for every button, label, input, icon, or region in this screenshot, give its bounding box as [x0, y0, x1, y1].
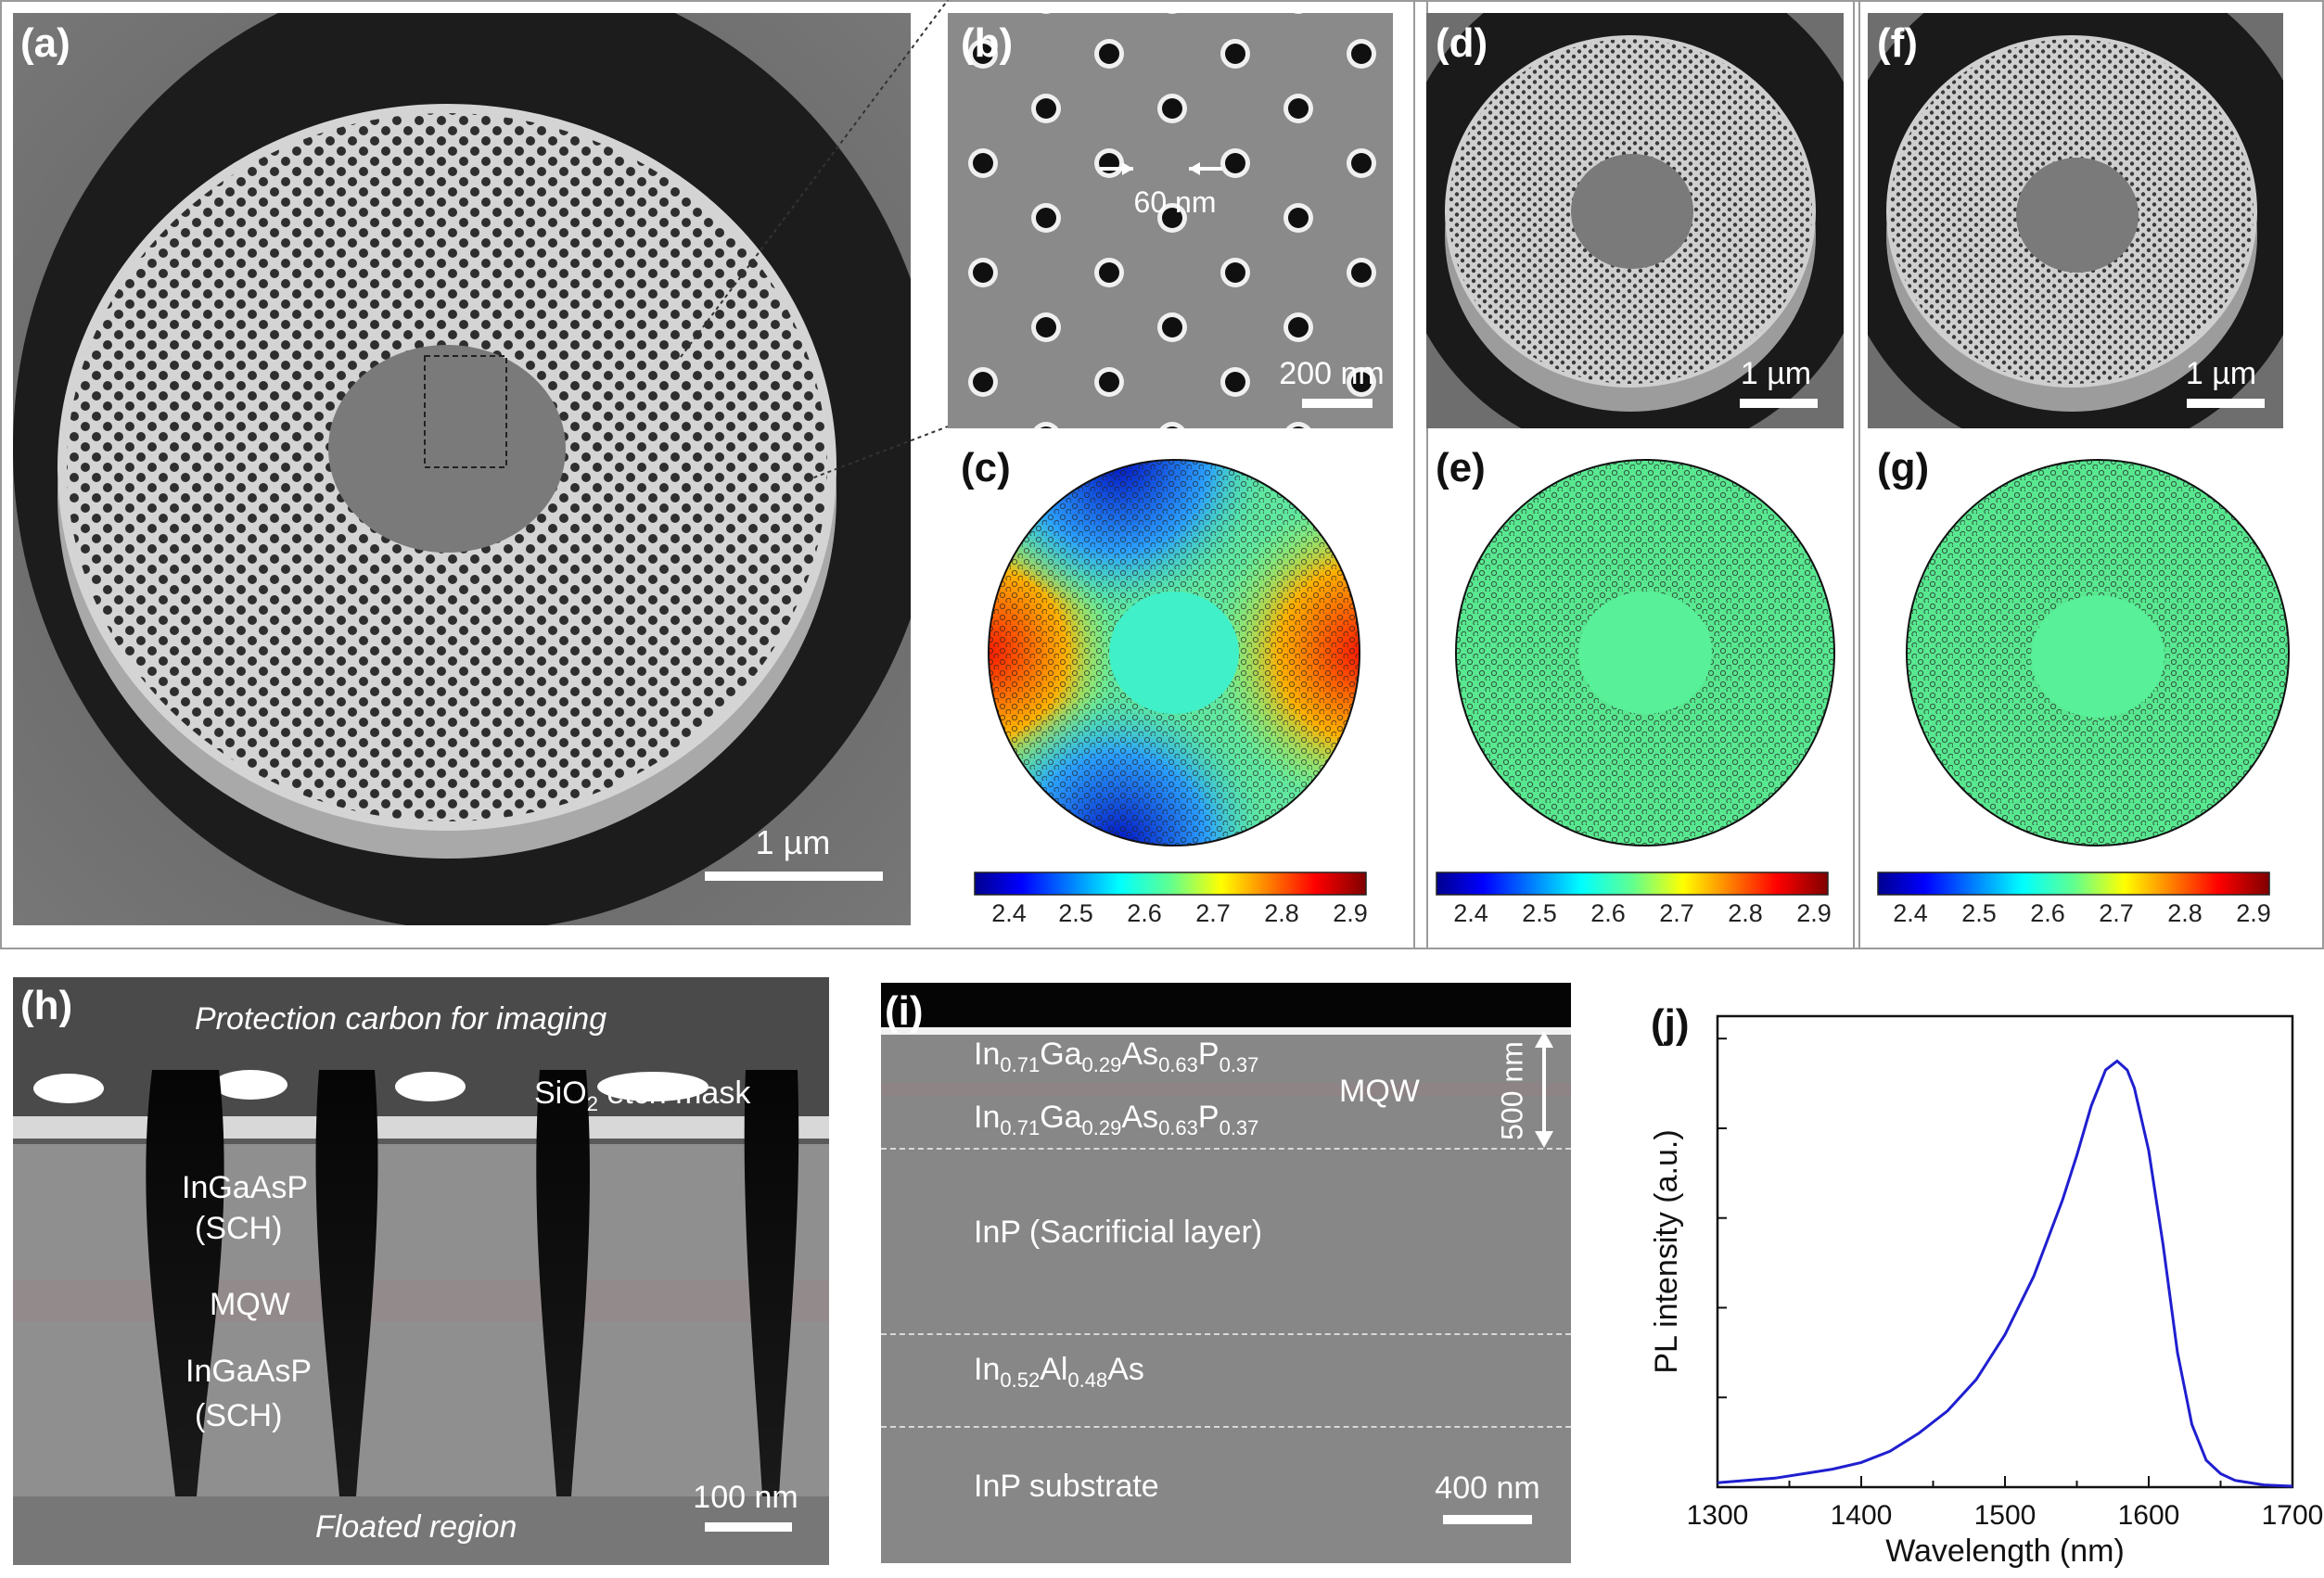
colorbar-e-tick: 2.5: [1522, 899, 1557, 927]
colorbar-g-tick: 2.7: [2099, 899, 2134, 927]
colorbar-c-tick: 2.7: [1195, 899, 1231, 927]
layer-boundary-2: [881, 1333, 1571, 1335]
sem-image-f: [1868, 13, 2283, 428]
sch-top-label-1: InGaAsP: [182, 1170, 309, 1205]
sio2-mask-label: SiO2 etch mask: [534, 1075, 751, 1115]
scale-label-f: 1 µm: [2185, 356, 2257, 391]
mqw-label-i: MQW: [1339, 1074, 1420, 1109]
x-tick-label: 1400: [1831, 1500, 1893, 1531]
scale-bar-i: [1443, 1515, 1532, 1524]
field-map-c: [988, 459, 1360, 846]
panel-label-e: (e): [1436, 445, 1486, 490]
y-axis-label: PL intensity (a.u.): [1649, 1129, 1684, 1373]
panel-label-f: (f): [1877, 20, 1918, 66]
mqw-label-h: MQW: [210, 1287, 290, 1322]
scale-label-i: 400 nm: [1435, 1470, 1540, 1506]
ingaasp-top-label: In0.71Ga0.29As0.63P0.37: [974, 1037, 1259, 1076]
panel-label-d: (d): [1436, 20, 1488, 66]
scale-label-b: 200 nm: [1279, 356, 1385, 391]
scale-label-a: 1 µm: [755, 823, 831, 861]
substrate-label: InP substrate: [974, 1469, 1159, 1504]
panel-label-h: (h): [20, 983, 73, 1028]
field-map-e: [1455, 459, 1835, 846]
colorbar-c-tick: 2.6: [1127, 899, 1162, 927]
colorbar-g-tick: 2.6: [2030, 899, 2065, 927]
scale-bar-b: [1302, 399, 1373, 408]
colorbar-c-tick: 2.9: [1333, 899, 1368, 927]
colorbar-e-tick: 2.6: [1590, 899, 1626, 927]
sacrificial-layer-label: InP (Sacrificial layer): [974, 1215, 1263, 1250]
colorbar-c-tick: 2.8: [1264, 899, 1299, 927]
colorbar-e-tick: 2.8: [1728, 899, 1763, 927]
scale-bar-d: [1740, 399, 1818, 408]
sem-image-h: [13, 977, 829, 1565]
ingaasp-bot-label: In0.71Ga0.29As0.63P0.37: [974, 1100, 1259, 1139]
frame-abc: [0, 0, 1428, 949]
sch-bot-label-2: (SCH): [195, 1398, 283, 1433]
pl-spectrum-chart: 1300 1400 1500 1600 1700 Wavelength (nm) PL …: [1649, 1014, 2324, 1569]
sem-image-i: [881, 983, 1571, 1563]
colorbar-e-tick: 2.9: [1796, 899, 1832, 927]
colorbar-g: [1877, 872, 2270, 896]
scale-bar-h: [705, 1522, 792, 1532]
panel-label-c: (c): [961, 445, 1011, 490]
scale-bar-a: [705, 872, 883, 881]
panel-label-b: (b): [961, 20, 1014, 66]
scale-bar-f: [2187, 399, 2265, 408]
field-map-g: [1906, 459, 2290, 846]
sch-bot-label-1: InGaAsP: [185, 1354, 313, 1389]
inalas-label: In0.52Al0.48As: [974, 1352, 1144, 1392]
panel-label-a: (a): [20, 20, 70, 66]
colorbar-g-tick: 2.4: [1893, 899, 1928, 927]
colorbar-g-tick: 2.5: [1961, 899, 1997, 927]
colorbar-e: [1436, 872, 1829, 896]
layer-boundary-1: [881, 1148, 1571, 1150]
panel-label-j: (j): [1651, 1001, 1690, 1047]
colorbar-c-tick: 2.4: [991, 899, 1027, 927]
plot-frame: [1716, 1014, 2294, 1489]
panel-label-g: (g): [1877, 445, 1930, 490]
x-tick-label: 1600: [2118, 1500, 2180, 1531]
layer-boundary-3: [881, 1426, 1571, 1428]
colorbar-c-tick: 2.5: [1058, 899, 1093, 927]
protection-carbon-label: Protection carbon for imaging: [195, 1001, 607, 1037]
sem-image-b: [948, 13, 1393, 428]
frame-fg: [1853, 0, 2324, 949]
sem-image-d: [1426, 13, 1844, 428]
colorbar-c: [974, 872, 1367, 896]
thickness-arrow: [1535, 1031, 1553, 1148]
x-axis-label: Wavelength (nm): [1885, 1533, 2125, 1569]
thickness-label: 500 nm: [1495, 1041, 1529, 1140]
hole-size-label: 60 nm: [1133, 185, 1217, 219]
x-tick-label: 1500: [1974, 1500, 2037, 1531]
x-tick-label: 1300: [1687, 1500, 1749, 1531]
scale-label-d: 1 µm: [1740, 356, 1812, 391]
scale-label-h: 100 nm: [693, 1480, 798, 1515]
colorbar-g-tick: 2.8: [2167, 899, 2203, 927]
colorbar-e-tick: 2.7: [1659, 899, 1694, 927]
sch-top-label-2: (SCH): [195, 1211, 283, 1246]
pl-curve: [1717, 1059, 2293, 1488]
panel-label-i: (i): [885, 988, 924, 1034]
colorbar-e-tick: 2.4: [1453, 899, 1488, 927]
frame-de: [1413, 0, 1860, 949]
sem-image-a: [13, 13, 911, 925]
floated-region-label: Floated region: [315, 1509, 517, 1545]
x-tick-label: 1700: [2262, 1500, 2324, 1531]
colorbar-g-tick: 2.9: [2236, 899, 2271, 927]
